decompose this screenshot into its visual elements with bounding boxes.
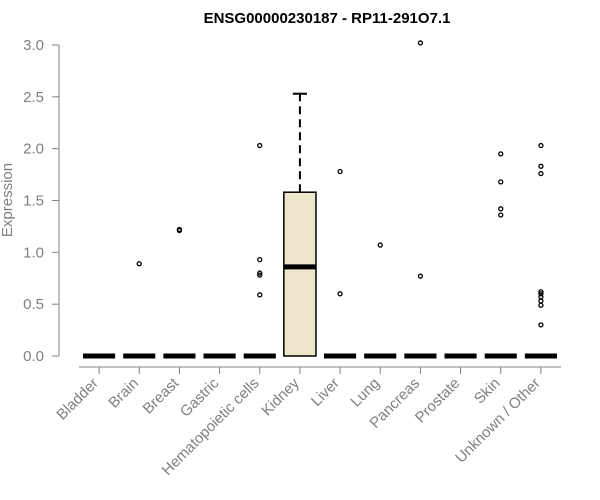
outlier-point xyxy=(538,163,544,169)
outlier-point xyxy=(377,242,383,248)
box-group xyxy=(123,261,156,359)
x-tick-label: Skin xyxy=(471,375,504,408)
outlier-point xyxy=(538,289,544,295)
box-group xyxy=(484,151,517,359)
y-tick-label: 0.0 xyxy=(23,348,44,365)
x-tick-label: Brain xyxy=(105,375,142,412)
outlier-point xyxy=(176,226,183,233)
outlier-point xyxy=(337,168,343,175)
box-group xyxy=(283,92,317,357)
outlier-point xyxy=(538,302,544,308)
outlier-point xyxy=(417,40,424,46)
outlier-point xyxy=(498,212,504,218)
outlier-point xyxy=(538,294,544,300)
outlier-point xyxy=(417,273,424,279)
outlier-point xyxy=(337,291,343,297)
x-tick-label: Lung xyxy=(347,375,383,411)
outlier-point xyxy=(538,170,544,177)
x-tick-label: Prostate xyxy=(412,375,464,427)
outlier-point xyxy=(538,291,544,297)
outlier-point xyxy=(257,256,263,263)
outlier-point xyxy=(257,142,263,149)
x-tick-label: Breast xyxy=(140,374,183,417)
y-tick-label: 2.0 xyxy=(23,141,44,158)
y-axis-ticks: 0.0 0.5 1.0 1.5 2.0 2.5 3.0 xyxy=(23,37,59,365)
y-tick-label: 1.0 xyxy=(23,244,44,261)
box-iqr xyxy=(283,191,317,357)
box-series xyxy=(83,40,557,359)
outlier-point xyxy=(498,179,504,185)
x-tick-label: Bladder xyxy=(53,375,102,424)
outlier-point xyxy=(136,261,142,267)
x-tick-label: Kidney xyxy=(258,374,303,419)
x-tick-label: Liver xyxy=(308,375,343,410)
outlier-point xyxy=(498,151,504,157)
box-group xyxy=(404,40,437,359)
box-group xyxy=(364,242,397,359)
outlier-point xyxy=(538,142,544,149)
outlier-point xyxy=(498,206,504,212)
y-tick-label: 3.0 xyxy=(23,37,44,54)
box-group xyxy=(524,142,557,359)
y-axis-label: Expression xyxy=(0,163,16,237)
outlier-point xyxy=(538,322,544,328)
outlier-point xyxy=(257,272,263,278)
chart-title: ENSG00000230187 - RP11-291O7.1 xyxy=(204,10,451,27)
outlier-point xyxy=(538,298,544,304)
outlier-point xyxy=(257,270,263,276)
box-group xyxy=(324,168,357,359)
box-group xyxy=(163,226,196,359)
outlier-point xyxy=(257,292,263,298)
box-group xyxy=(243,142,276,359)
y-tick-label: 1.5 xyxy=(23,193,44,210)
y-tick-label: 0.5 xyxy=(23,296,44,313)
y-tick-label: 2.5 xyxy=(23,89,44,106)
